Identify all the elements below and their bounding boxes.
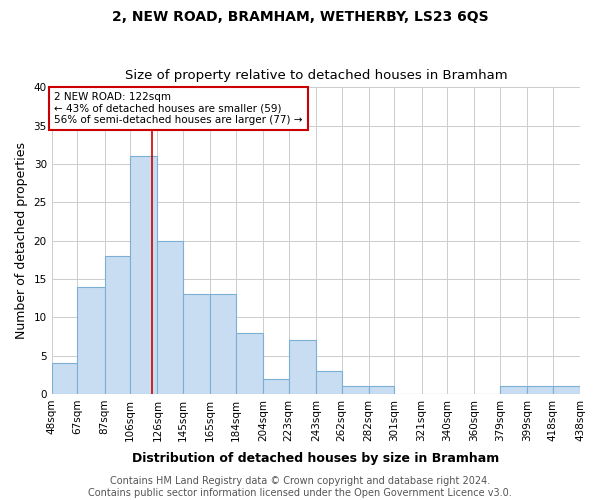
Bar bbox=[316, 371, 341, 394]
Bar bbox=[183, 294, 210, 394]
Bar bbox=[341, 386, 368, 394]
Bar bbox=[210, 294, 236, 394]
Bar bbox=[157, 240, 183, 394]
Bar bbox=[263, 378, 289, 394]
Title: Size of property relative to detached houses in Bramham: Size of property relative to detached ho… bbox=[125, 69, 507, 82]
X-axis label: Distribution of detached houses by size in Bramham: Distribution of detached houses by size … bbox=[132, 452, 499, 465]
Text: 2, NEW ROAD, BRAMHAM, WETHERBY, LS23 6QS: 2, NEW ROAD, BRAMHAM, WETHERBY, LS23 6QS bbox=[112, 10, 488, 24]
Text: 2 NEW ROAD: 122sqm
← 43% of detached houses are smaller (59)
56% of semi-detache: 2 NEW ROAD: 122sqm ← 43% of detached hou… bbox=[55, 92, 303, 125]
Bar bbox=[500, 386, 527, 394]
Bar bbox=[104, 256, 130, 394]
Bar bbox=[236, 332, 263, 394]
Y-axis label: Number of detached properties: Number of detached properties bbox=[15, 142, 28, 339]
Bar bbox=[289, 340, 316, 394]
Text: Contains HM Land Registry data © Crown copyright and database right 2024.
Contai: Contains HM Land Registry data © Crown c… bbox=[88, 476, 512, 498]
Bar bbox=[527, 386, 553, 394]
Bar bbox=[130, 156, 157, 394]
Bar bbox=[52, 363, 77, 394]
Bar bbox=[368, 386, 394, 394]
Bar bbox=[553, 386, 580, 394]
Bar bbox=[77, 286, 104, 394]
